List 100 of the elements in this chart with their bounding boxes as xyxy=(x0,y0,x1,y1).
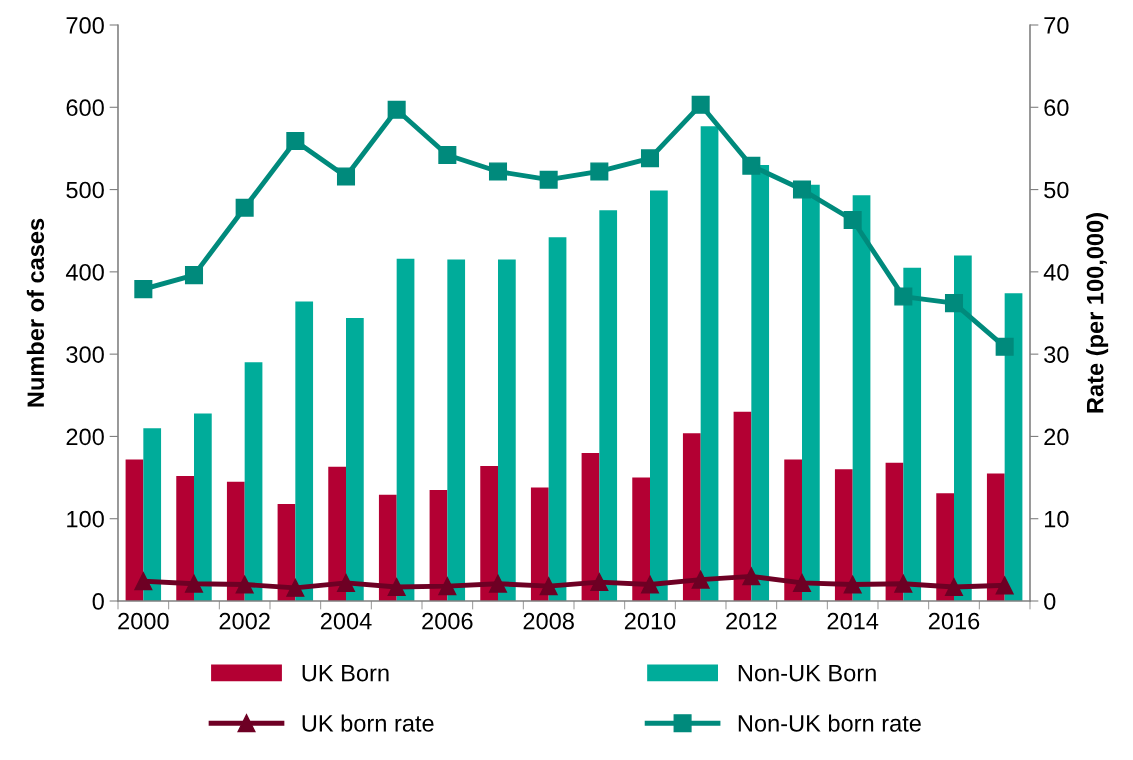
point xyxy=(995,576,1014,595)
point xyxy=(742,156,761,175)
bar xyxy=(599,210,618,601)
bar xyxy=(125,459,144,601)
bar xyxy=(143,428,162,601)
point xyxy=(792,573,812,592)
legend-label: Non-UK born rate xyxy=(738,714,921,732)
bar xyxy=(548,237,567,601)
bar xyxy=(378,494,397,601)
y2-tick-label: 40 xyxy=(1043,263,1069,281)
y-tick-label: 500 xyxy=(66,181,104,199)
x-tick-label: 2004 xyxy=(320,612,372,630)
y-tick-label: 300 xyxy=(66,346,104,363)
point xyxy=(944,294,964,313)
point xyxy=(843,575,862,594)
point xyxy=(691,95,710,114)
bar xyxy=(751,164,770,601)
x-tick-label: 2002 xyxy=(219,612,270,630)
point xyxy=(742,567,761,586)
point xyxy=(387,100,406,119)
point xyxy=(640,575,660,594)
bar xyxy=(650,190,668,601)
point xyxy=(539,170,558,189)
point xyxy=(286,578,305,597)
point xyxy=(792,180,812,199)
x-tick-label: 2012 xyxy=(726,612,777,630)
bar xyxy=(852,195,871,601)
x-tick-label: 2010 xyxy=(624,612,676,630)
x-tick-label: 2000 xyxy=(118,612,169,630)
point xyxy=(488,162,508,181)
y-tick-label: 200 xyxy=(66,428,104,446)
y-axis-title: Number of cases xyxy=(26,218,45,407)
point xyxy=(640,149,660,168)
point xyxy=(184,574,204,593)
bar xyxy=(396,258,415,601)
y-tick-label: 0 xyxy=(92,593,104,610)
bar xyxy=(328,466,346,601)
point xyxy=(286,131,305,151)
point xyxy=(438,145,457,165)
bar xyxy=(682,433,701,601)
point xyxy=(336,573,356,592)
point xyxy=(944,577,964,597)
point xyxy=(894,287,913,306)
legend-label: UK born rate xyxy=(302,714,434,732)
bar xyxy=(1004,293,1023,601)
point xyxy=(438,577,457,596)
point xyxy=(134,280,153,299)
bar xyxy=(936,493,954,601)
legend-label: UK Born xyxy=(302,664,389,682)
y2-tick-label: 10 xyxy=(1044,510,1069,528)
y2-tick-label: 20 xyxy=(1044,428,1069,446)
y2-tick-label: 30 xyxy=(1044,346,1069,363)
point xyxy=(894,574,913,593)
bar xyxy=(176,475,194,601)
point xyxy=(235,575,254,594)
bar xyxy=(226,481,245,601)
point xyxy=(539,577,558,596)
x-tick-label: 2006 xyxy=(422,612,473,630)
point xyxy=(843,210,862,230)
point xyxy=(488,574,508,593)
bar xyxy=(632,477,650,601)
x-tick-label: 2008 xyxy=(523,612,574,630)
point xyxy=(134,572,153,591)
bar xyxy=(802,184,820,601)
bar xyxy=(480,466,498,601)
bar xyxy=(733,411,752,601)
bar xyxy=(834,469,853,601)
y2-tick-label: 50 xyxy=(1044,181,1069,199)
bar xyxy=(244,362,263,601)
bar xyxy=(530,487,549,601)
bar xyxy=(447,259,466,601)
y-tick-label: 100 xyxy=(67,510,104,528)
bar xyxy=(498,259,516,601)
x-tick-label: 2014 xyxy=(827,612,879,630)
y2-axis-title: Rate (per 100,000) xyxy=(1086,213,1109,413)
point xyxy=(691,570,710,589)
y2-tick-label: 70 xyxy=(1044,17,1069,34)
bar xyxy=(700,126,719,601)
bar xyxy=(903,267,922,601)
bar xyxy=(295,301,314,601)
point xyxy=(590,162,609,181)
bar xyxy=(784,459,802,601)
y-tick-label: 400 xyxy=(65,263,104,281)
point xyxy=(387,577,406,597)
bar xyxy=(194,413,212,601)
bar xyxy=(954,255,972,601)
y2-tick-label: 0 xyxy=(1044,593,1056,610)
x-tick-label: 2016 xyxy=(928,612,980,630)
legend-label: Non-UK Born xyxy=(738,664,876,682)
y-tick-label: 600 xyxy=(66,99,104,117)
bar xyxy=(346,317,364,601)
y-tick-label: 700 xyxy=(66,17,104,34)
point xyxy=(184,266,204,285)
bar xyxy=(986,473,1005,601)
point xyxy=(336,167,356,186)
bar xyxy=(581,452,600,601)
point xyxy=(590,573,609,592)
point xyxy=(235,198,254,217)
y2-tick-label: 60 xyxy=(1044,99,1069,117)
point xyxy=(995,337,1014,356)
